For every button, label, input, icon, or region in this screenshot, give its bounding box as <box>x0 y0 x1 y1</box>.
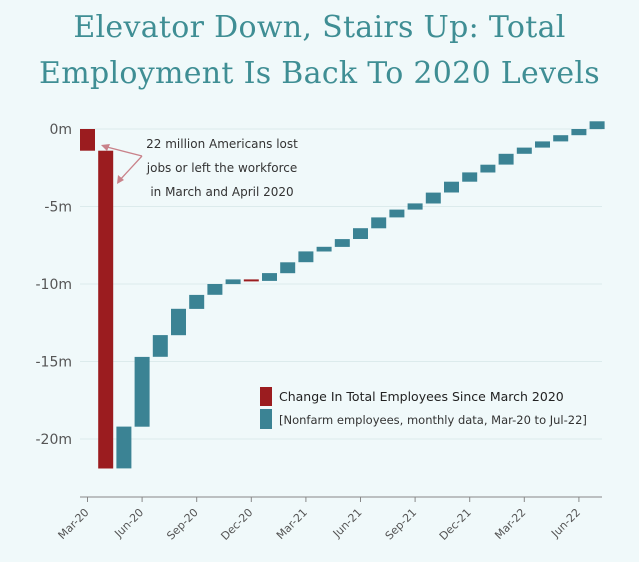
y-tick-label: 0m <box>49 122 72 138</box>
y-tick-label: -20m <box>35 432 72 448</box>
bar-Mar-20 <box>80 129 95 151</box>
annotation: 22 million Americans lost jobs or left t… <box>101 137 298 199</box>
x-tick-label: Jun-20 <box>111 506 146 541</box>
bar-Feb-21 <box>280 262 296 274</box>
bar-Jun-20 <box>134 356 150 427</box>
bar-Jun-21 <box>353 228 368 239</box>
bar-Oct-21 <box>425 192 441 204</box>
y-tick-label: -15m <box>35 355 72 371</box>
bar-Jan-21 <box>262 273 277 281</box>
annotation-line-1: 22 million Americans lost <box>146 137 298 151</box>
bars <box>80 121 605 469</box>
x-tick-label: Mar-22 <box>492 506 528 542</box>
annotation-line-2: jobs or left the workforce <box>146 161 297 175</box>
bar-Nov-20 <box>225 279 241 285</box>
annotation-arrowhead-2 <box>117 175 124 184</box>
bar-May-21 <box>334 239 350 247</box>
bar-Apr-22 <box>535 141 550 148</box>
bar-Apr-21 <box>316 246 332 252</box>
annotation-arrowhead-1 <box>101 144 110 151</box>
legend-swatch-drop <box>260 387 272 406</box>
bar-Apr-20 <box>98 150 114 469</box>
chart-title-line1: Elevator Down, Stairs Up: Total <box>73 10 566 45</box>
x-tick-label: Mar-20 <box>56 506 92 542</box>
bar-Sep-21 <box>407 203 423 210</box>
bar-Feb-22 <box>498 153 514 165</box>
bar-Aug-20 <box>171 308 186 336</box>
bar-Jan-22 <box>480 164 496 173</box>
bar-Jul-20 <box>152 335 168 357</box>
annotation-line-3: in March and April 2020 <box>150 185 293 199</box>
x-tick-label: Dec-21 <box>437 506 474 543</box>
bar-Sep-20 <box>189 294 205 309</box>
y-axis-ticks: 0m -5m -10m -15m -20m <box>35 122 72 448</box>
bar-Dec-20 <box>243 279 259 282</box>
annotation-arrow-2 <box>118 155 143 182</box>
chart-title-line2: Employment Is Back To 2020 Levels <box>39 56 600 91</box>
bar-May-22 <box>553 135 569 142</box>
bar-Nov-21 <box>444 181 459 193</box>
x-tick-label: Mar-21 <box>274 506 310 542</box>
legend-swatch-rise <box>260 409 272 429</box>
x-tick-label: Jun-22 <box>548 506 583 541</box>
legend-title: Change In Total Employees Since March 20… <box>279 389 564 404</box>
bar-Mar-21 <box>298 251 314 263</box>
legend-subtitle: [Nonfarm employees, monthly data, Mar-20… <box>279 413 587 427</box>
x-tick-label: Dec-20 <box>218 506 255 543</box>
bar-Jun-22 <box>571 129 587 136</box>
y-tick-label: -5m <box>44 200 72 216</box>
bar-Aug-21 <box>389 209 405 218</box>
gridlines <box>80 128 602 440</box>
bar-Mar-22 <box>516 147 532 154</box>
bar-Jul-22 <box>589 121 605 130</box>
bar-May-20 <box>116 426 132 469</box>
legend: Change In Total Employees Since March 20… <box>260 387 587 429</box>
annotation-arrow-1 <box>102 145 143 157</box>
x-tick-label: Sep-21 <box>383 506 420 543</box>
y-tick-label: -10m <box>35 277 72 293</box>
x-tick-label: Jun-21 <box>330 506 365 541</box>
bar-Oct-20 <box>207 284 223 295</box>
bar-Dec-21 <box>462 172 478 182</box>
x-axis-ticks: Mar-20 Jun-20 Sep-20 Dec-20 Mar-21 Jun-21 Sep-… <box>56 497 583 543</box>
bar-Jul-21 <box>371 217 387 229</box>
x-tick-label: Sep-20 <box>164 506 201 543</box>
